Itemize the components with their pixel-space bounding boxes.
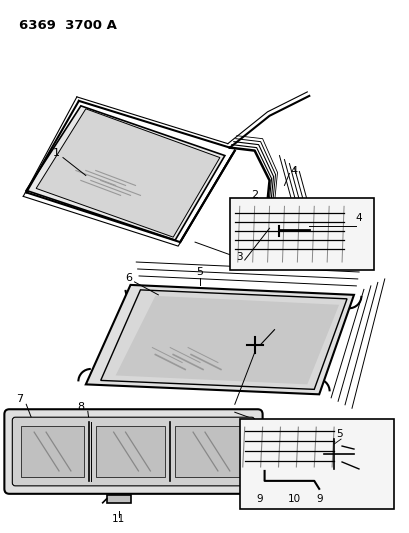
Text: 6369  3700 A: 6369 3700 A (19, 19, 117, 33)
Text: 9: 9 (315, 494, 322, 504)
Polygon shape (96, 426, 165, 477)
Text: 6: 6 (125, 273, 132, 283)
Bar (106, 495, 130, 503)
Polygon shape (26, 106, 224, 240)
Text: 4: 4 (290, 166, 297, 175)
Text: 9: 9 (256, 494, 262, 504)
Polygon shape (21, 426, 83, 477)
Text: 5: 5 (196, 267, 203, 277)
Bar (229, 198, 373, 270)
Text: 2: 2 (250, 190, 258, 200)
Text: 3: 3 (236, 252, 243, 262)
Text: 11: 11 (112, 514, 125, 524)
Bar (239, 419, 393, 508)
FancyBboxPatch shape (4, 409, 262, 494)
Polygon shape (175, 426, 242, 477)
Text: 7: 7 (16, 394, 23, 405)
Polygon shape (36, 109, 219, 237)
Text: 10: 10 (287, 494, 300, 504)
Text: 4: 4 (355, 213, 362, 223)
Text: 1: 1 (52, 148, 59, 158)
Polygon shape (85, 285, 353, 394)
FancyBboxPatch shape (12, 417, 254, 486)
Polygon shape (101, 290, 346, 389)
Text: 8: 8 (77, 402, 84, 412)
Text: 5: 5 (335, 429, 342, 439)
Polygon shape (115, 296, 338, 384)
